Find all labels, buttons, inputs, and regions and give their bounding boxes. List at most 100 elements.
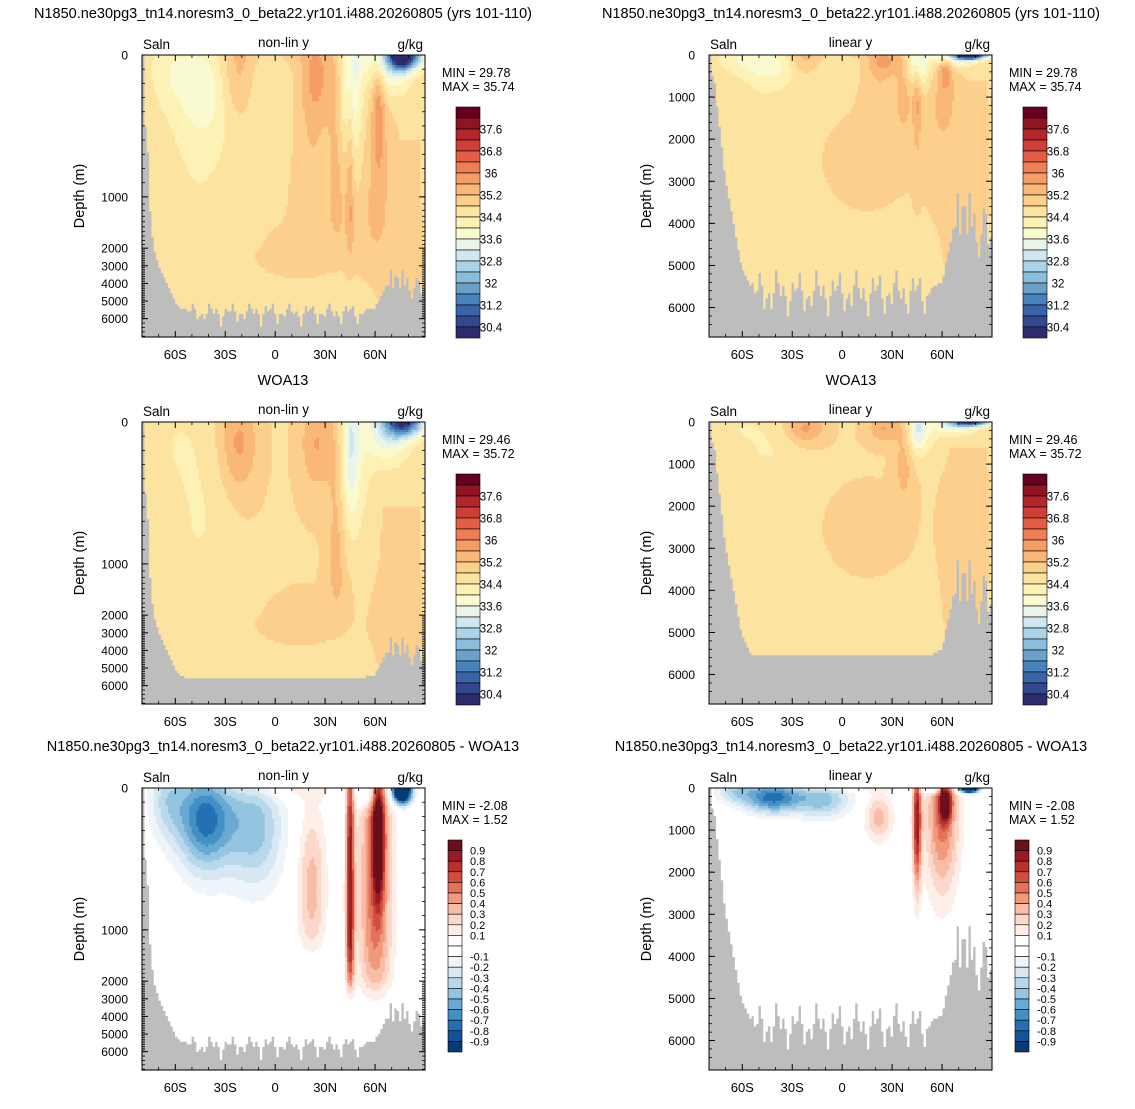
x-tick-label: 30S	[214, 714, 237, 729]
colorbar-box	[1023, 184, 1047, 195]
x-tick-label: 60S	[731, 347, 754, 362]
colorbar-box	[456, 595, 480, 606]
colorbar-box	[456, 584, 480, 595]
colorbar-label: 37.6	[480, 492, 502, 504]
colorbar-box	[456, 562, 480, 573]
x-tick-label: 0	[272, 714, 279, 729]
field-raster	[709, 422, 993, 705]
colorbar-box	[456, 540, 480, 551]
y-tick-label: 5000	[101, 662, 128, 676]
variable-label: Saln	[710, 37, 737, 52]
colorbar-label: 32	[485, 279, 498, 291]
colorbar-box	[456, 173, 480, 184]
colorbar-box	[1023, 272, 1047, 283]
colorbar-box	[456, 316, 480, 327]
colorbar-box	[456, 474, 480, 485]
colorbar-box	[456, 294, 480, 305]
colorbar-box	[456, 518, 480, 529]
x-tick-label: 30N	[313, 347, 337, 362]
colorbar-box	[456, 118, 480, 129]
yscale-label: non-lin y	[258, 402, 309, 417]
colorbar-box	[456, 694, 480, 705]
colorbar-box	[456, 217, 480, 228]
colorbar-box	[1023, 239, 1047, 250]
colorbar-label: 35.2	[480, 558, 502, 570]
panel-title: N1850.ne30pg3_tn14.noresm3_0_beta22.yr10…	[602, 6, 1100, 22]
colorbar-box	[1023, 140, 1047, 151]
x-tick-label: 30N	[880, 347, 904, 362]
colorbar-label: 30.4	[480, 690, 503, 702]
colorbar-box	[1023, 261, 1047, 272]
units-label: g/kg	[964, 404, 990, 419]
colorbar-box	[1023, 206, 1047, 217]
colorbar-label: 36.8	[1047, 147, 1069, 159]
y-tick-label: 3000	[101, 259, 128, 273]
colorbar-box	[456, 327, 480, 338]
yscale-label: linear y	[829, 402, 873, 417]
y-tick-label: 4000	[101, 644, 128, 658]
colorbar-box	[1023, 162, 1047, 173]
field-raster	[142, 422, 426, 705]
x-tick-label: 60N	[363, 714, 387, 729]
variable-label: Saln	[143, 37, 170, 52]
min-label: MIN = 29.78	[1009, 66, 1077, 80]
colorbar-label: 33.6	[1047, 235, 1069, 247]
colorbar-box	[1023, 283, 1047, 294]
x-tick-label: 30S	[214, 347, 237, 362]
x-tick-label: 60N	[930, 347, 954, 362]
units-label: g/kg	[964, 37, 990, 52]
yscale-label: non-lin y	[258, 35, 309, 50]
colorbar-box	[456, 485, 480, 496]
y-tick-label: 6000	[668, 301, 695, 315]
colorbar-label: 35.2	[480, 191, 502, 203]
colorbar-label: 31.2	[1047, 301, 1069, 313]
field-raster	[142, 55, 426, 338]
y-tick-label: 2000	[101, 242, 128, 256]
panel-model-nonlin: N1850.ne30pg3_tn14.noresm3_0_beta22.yr10…	[34, 6, 532, 362]
colorbar-label: 34.4	[480, 580, 503, 592]
y-tick-label: 4000	[668, 217, 695, 231]
colorbar-box	[456, 206, 480, 217]
colorbar-box	[456, 250, 480, 261]
colorbar-box	[1023, 250, 1047, 261]
x-tick-label: 60S	[164, 347, 187, 362]
max-label: MAX = 35.74	[442, 80, 515, 94]
y-axis-label: Depth (m)	[72, 164, 88, 228]
colorbar-box	[456, 606, 480, 617]
colorbar-label: 35.2	[1047, 191, 1069, 203]
colorbar-box	[1023, 173, 1047, 184]
min-label: MIN = 29.46	[442, 433, 510, 447]
colorbar-label: 31.2	[480, 301, 502, 313]
colorbar-box	[456, 239, 480, 250]
colorbar-label: 32.8	[480, 624, 502, 636]
colorbar-box	[456, 650, 480, 661]
colorbar-box	[456, 195, 480, 206]
colorbar-box	[456, 683, 480, 694]
panel-title: WOA13	[826, 373, 877, 389]
colorbar-label: 32.8	[480, 257, 502, 269]
x-tick-label: 0	[839, 347, 846, 362]
colorbar-box	[456, 305, 480, 316]
x-tick-label: 30S	[781, 347, 804, 362]
y-tick-label: 6000	[101, 312, 128, 326]
colorbar-box	[1023, 129, 1047, 140]
colorbar-label: 36	[1052, 169, 1065, 181]
y-axis-label: Depth (m)	[639, 164, 655, 228]
min-label: MIN = 29.78	[442, 66, 510, 80]
colorbar-label: 36.8	[480, 147, 502, 159]
y-tick-label: 2000	[668, 133, 695, 147]
units-label: g/kg	[397, 37, 423, 52]
x-tick-label: 0	[272, 347, 279, 362]
colorbar-label: 32	[1052, 279, 1065, 291]
x-tick-label: 60N	[363, 347, 387, 362]
variable-label: Saln	[143, 404, 170, 419]
colorbar-box	[456, 283, 480, 294]
colorbar-box	[1023, 305, 1047, 316]
colorbar-label: 37.6	[1047, 125, 1069, 137]
y-tick-label: 3000	[668, 175, 695, 189]
colorbar-label: 30.4	[480, 323, 503, 335]
